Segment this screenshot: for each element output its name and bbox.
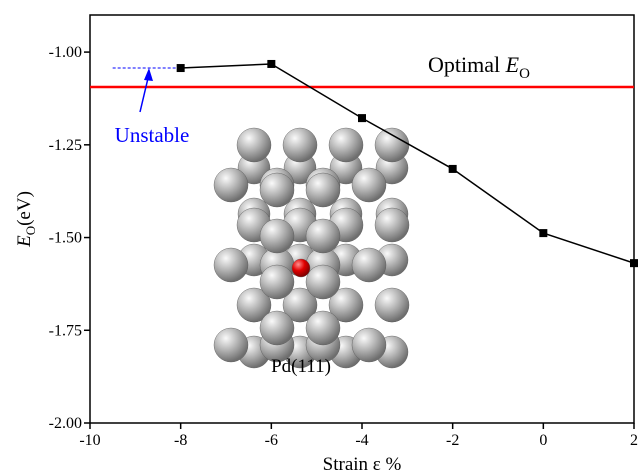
optimal-symbol: E (505, 52, 520, 77)
atom (305, 310, 341, 346)
atom (236, 127, 272, 163)
optimal-text: Optimal (428, 52, 506, 77)
y-tick-label: -1.50 (49, 230, 82, 247)
unstable-arrowhead (144, 68, 153, 81)
inset-label: Pd(111) (271, 356, 331, 377)
x-tick-label: 0 (539, 432, 547, 449)
x-tick-label: -2 (446, 432, 459, 449)
atom (305, 264, 341, 300)
atom (291, 258, 311, 278)
x-tick-label: -6 (265, 432, 278, 449)
atom (213, 247, 249, 283)
unstable-label: Unstable (115, 123, 190, 147)
data-point (630, 259, 638, 268)
atom (282, 287, 318, 323)
atom (259, 172, 295, 208)
atom (259, 310, 295, 346)
atom (259, 218, 295, 254)
atom (259, 264, 295, 300)
atom (374, 127, 410, 163)
data-point (448, 164, 457, 173)
y-tick-label: -1.25 (49, 137, 82, 154)
x-tick-label: -4 (355, 432, 368, 449)
optimal-label: Optimal EO (428, 52, 530, 82)
atom (351, 327, 387, 363)
atom (328, 127, 364, 163)
x-tick-label: -10 (79, 432, 100, 449)
atom (374, 287, 410, 323)
atom (351, 247, 387, 283)
y-tick-label: -1.00 (49, 44, 82, 61)
y-label-subscript: O (23, 226, 38, 235)
pd111-image (213, 127, 410, 369)
atom (213, 167, 249, 203)
data-point (358, 114, 366, 123)
atom (374, 207, 410, 243)
y-tick-label: -2.00 (49, 415, 82, 432)
data-point (267, 59, 276, 68)
x-axis-label: Strain ε % (323, 454, 402, 473)
y-label-unit: (eV) (14, 191, 35, 226)
atom (328, 287, 364, 323)
series-line (180, 63, 635, 264)
atom (282, 127, 318, 163)
atom (213, 327, 249, 363)
atom (305, 218, 341, 254)
data-point (176, 64, 185, 73)
optimal-subscript: O (519, 66, 530, 82)
y-tick-label: -1.75 (49, 322, 82, 339)
atom (236, 287, 272, 323)
x-tick-label: 2 (630, 432, 638, 449)
x-tick-label: -8 (174, 432, 187, 449)
y-label-symbol: E (14, 235, 35, 248)
data-point (539, 229, 548, 238)
atom (351, 167, 387, 203)
atom (305, 172, 341, 208)
y-axis-label: EO(eV) (14, 191, 38, 248)
